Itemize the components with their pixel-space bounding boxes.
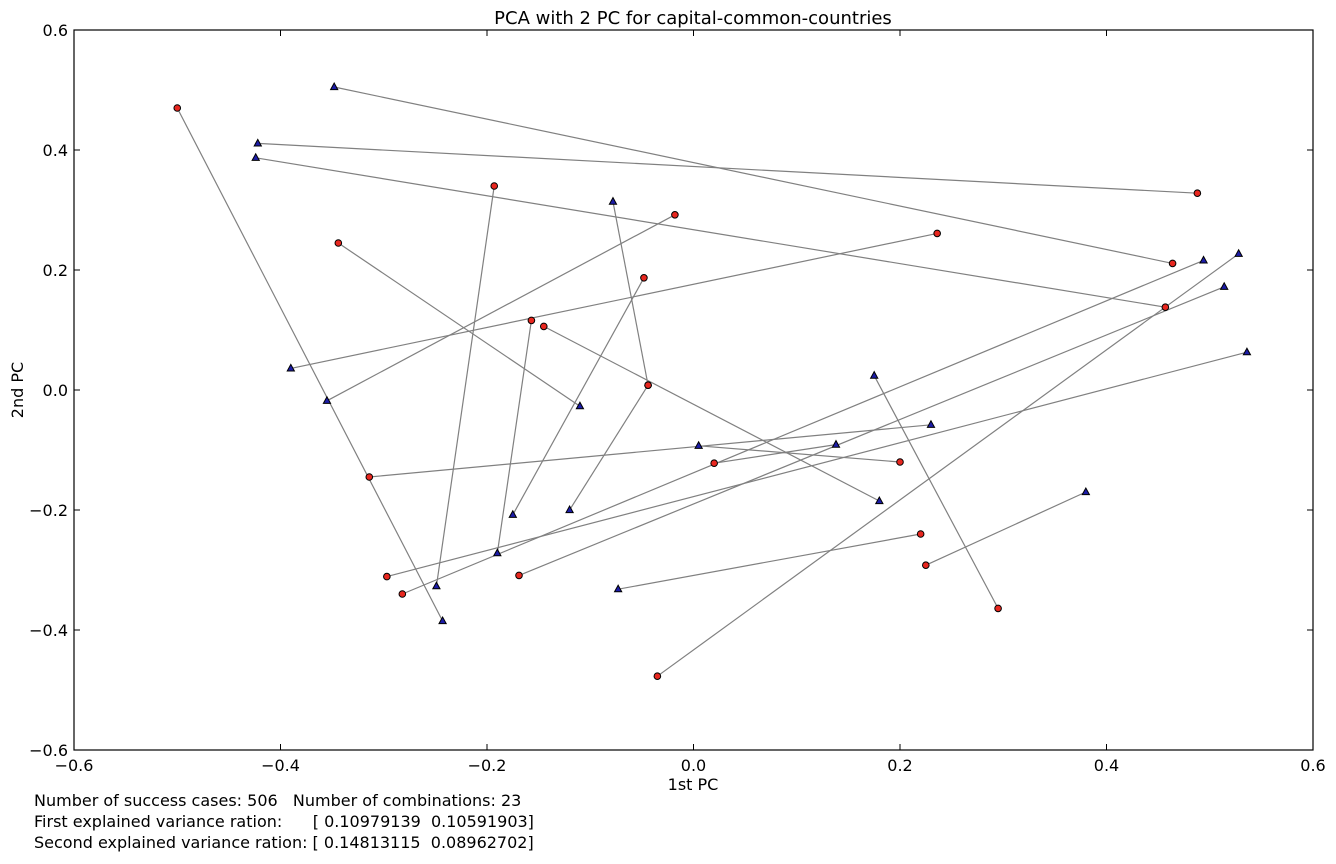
markers xyxy=(173,81,1252,681)
triangle-point-12 xyxy=(565,504,575,514)
y-tick-label-0: −0.6 xyxy=(29,741,68,760)
circle-point-20 xyxy=(922,561,930,570)
triangle-point-8 xyxy=(508,509,518,518)
circle-point-2 xyxy=(1168,259,1177,268)
triangle-point-22 xyxy=(1234,248,1244,257)
y-tick-label-1: −0.4 xyxy=(29,621,68,640)
triangle-point-11 xyxy=(608,196,618,205)
circle-point-10 xyxy=(539,322,548,331)
connector-line-1 xyxy=(257,142,1198,194)
x-tick-label-5: 0.4 xyxy=(1094,756,1119,775)
y-tick-label-2: −0.2 xyxy=(29,501,68,520)
circle-point-21 xyxy=(994,604,1002,613)
connector-line-9 xyxy=(496,320,532,554)
connector-line-16 xyxy=(386,351,1248,578)
connector-line-14 xyxy=(714,444,837,464)
connector-line-20 xyxy=(925,491,1087,566)
circle-point-18 xyxy=(515,571,523,580)
circle-point-7 xyxy=(334,239,343,247)
connector-line-3 xyxy=(255,157,1166,308)
connector-line-15 xyxy=(698,445,901,463)
connector-line-13 xyxy=(369,424,932,478)
connector-line-19 xyxy=(618,533,921,590)
circle-point-12 xyxy=(644,381,652,390)
x-tick-label-0: −0.6 xyxy=(55,756,94,775)
x-axis-label: 1st PC xyxy=(668,775,719,794)
triangle-point-0 xyxy=(438,615,448,625)
triangle-point-19 xyxy=(613,584,623,593)
connector-line-6 xyxy=(290,232,938,369)
circle-point-13 xyxy=(365,473,374,481)
connector-line-7 xyxy=(337,242,581,407)
pca-chart: PCA with 2 PC for capital-common-countri… xyxy=(8,8,1326,794)
circle-point-1 xyxy=(1193,189,1202,197)
circle-point-9 xyxy=(527,316,536,325)
triangle-point-3 xyxy=(251,152,261,161)
circle-point-8 xyxy=(640,274,648,282)
circle-point-0 xyxy=(173,104,182,112)
connector-line-8 xyxy=(512,277,645,516)
connector-line-10 xyxy=(543,325,880,502)
y-tick-label-3: 0.0 xyxy=(43,381,68,400)
triangle-point-1 xyxy=(253,138,263,147)
connector-line-12 xyxy=(569,384,649,511)
connector-line-4 xyxy=(435,185,495,587)
triangle-point-18 xyxy=(1219,281,1229,290)
triangle-point-2 xyxy=(329,81,339,91)
connector-line-2 xyxy=(334,86,1173,264)
connector-line-5 xyxy=(326,214,676,402)
triangle-point-16 xyxy=(1242,347,1252,356)
circle-point-17 xyxy=(398,590,407,598)
triangle-point-5 xyxy=(322,395,332,404)
x-tick-label-6: 0.6 xyxy=(1300,756,1325,775)
y-tick-label-5: 0.4 xyxy=(43,141,68,160)
x-tick-label-2: −0.2 xyxy=(468,756,507,775)
triangle-point-14 xyxy=(831,439,841,448)
triangle-point-17 xyxy=(1199,255,1208,264)
circle-point-4 xyxy=(490,182,499,190)
circle-point-3 xyxy=(1161,303,1170,312)
triangle-point-21 xyxy=(869,370,879,379)
circle-point-22 xyxy=(653,672,662,681)
connector-line-21 xyxy=(873,375,999,609)
y-tick-label-4: 0.2 xyxy=(43,261,68,280)
axis-ticks: −0.6 −0.4 −0.2 0.0 0.2 0.4 0.6 −0.6 −0.4 −0.2 0.0 0… xyxy=(29,21,1326,775)
footer-success-cases: Number of success cases: 506 Number of c… xyxy=(34,791,522,810)
circle-point-6 xyxy=(933,229,941,238)
triangle-point-9 xyxy=(492,548,502,557)
circle-point-16 xyxy=(383,572,391,581)
y-tick-label-6: 0.6 xyxy=(43,21,68,40)
circle-point-5 xyxy=(671,211,679,219)
x-tick-label-4: 0.2 xyxy=(887,756,912,775)
circle-point-19 xyxy=(916,530,925,538)
connector-lines xyxy=(176,86,1248,677)
triangle-point-4 xyxy=(431,581,441,590)
circle-point-14 xyxy=(710,459,718,468)
circle-point-15 xyxy=(896,458,904,466)
x-tick-label-3: 0.0 xyxy=(681,756,706,775)
plot-frame xyxy=(73,29,1314,751)
y-axis-label: 2nd PC xyxy=(8,362,27,418)
connector-line-17 xyxy=(402,259,1204,595)
triangle-point-13 xyxy=(926,419,936,428)
footer-first-variance: First explained variance ration: [ 0.109… xyxy=(34,812,534,831)
triangle-point-7 xyxy=(575,401,585,410)
x-tick-label-1: −0.4 xyxy=(261,756,300,775)
triangle-point-20 xyxy=(1081,486,1091,496)
triangle-point-6 xyxy=(286,363,296,372)
connector-line-11 xyxy=(612,201,649,386)
chart-title: PCA with 2 PC for capital-common-countri… xyxy=(494,8,892,29)
footer-second-variance: Second explained variance ration: [ 0.14… xyxy=(34,833,534,852)
connector-line-18 xyxy=(518,286,1225,576)
triangle-point-15 xyxy=(694,440,704,449)
triangle-point-10 xyxy=(874,495,884,505)
connector-line-22 xyxy=(657,253,1240,677)
